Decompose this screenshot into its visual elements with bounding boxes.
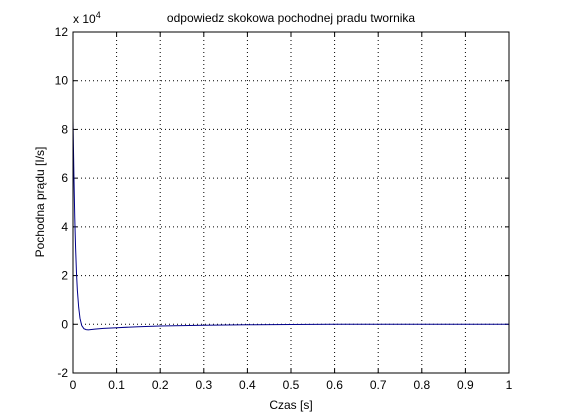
- x-axis-label: Czas [s]: [269, 398, 312, 412]
- x-tick-label: 0.4: [239, 378, 256, 392]
- y-tick-label: 8: [61, 122, 68, 136]
- y-tick-label: 4: [61, 220, 68, 234]
- y-tick-label: 10: [55, 74, 69, 88]
- series-line: [72, 119, 509, 331]
- y-tick-label: 12: [55, 25, 69, 39]
- plot-area: [73, 32, 509, 373]
- x-tick-label: 0.7: [370, 378, 387, 392]
- y-tick-label: 0: [61, 317, 68, 331]
- x-tick-label: 0.3: [195, 378, 212, 392]
- x-tick-label: 0.2: [152, 378, 169, 392]
- x-tick-label: 0.5: [283, 378, 300, 392]
- series-group: [72, 119, 509, 331]
- y-tick-label: -2: [57, 366, 68, 380]
- y-tick-label: 2: [61, 269, 68, 283]
- grid: [73, 32, 509, 373]
- chart-title: odpowiedz skokowa pochodnej pradu tworni…: [167, 11, 415, 25]
- x-tick-label: 0.8: [413, 378, 430, 392]
- axes-box: [72, 31, 510, 374]
- y-axis-label: Pochodna prądu [I/s]: [33, 147, 47, 258]
- x-tick-label: 0.6: [326, 378, 343, 392]
- x-tick-label: 0.1: [108, 378, 125, 392]
- y-tick-label: 6: [61, 171, 68, 185]
- x-tick-label: 0: [70, 378, 77, 392]
- y-exponent-label: x 104: [73, 10, 101, 26]
- x-tick-label: 1: [506, 378, 513, 392]
- x-tick-label: 0.9: [457, 378, 474, 392]
